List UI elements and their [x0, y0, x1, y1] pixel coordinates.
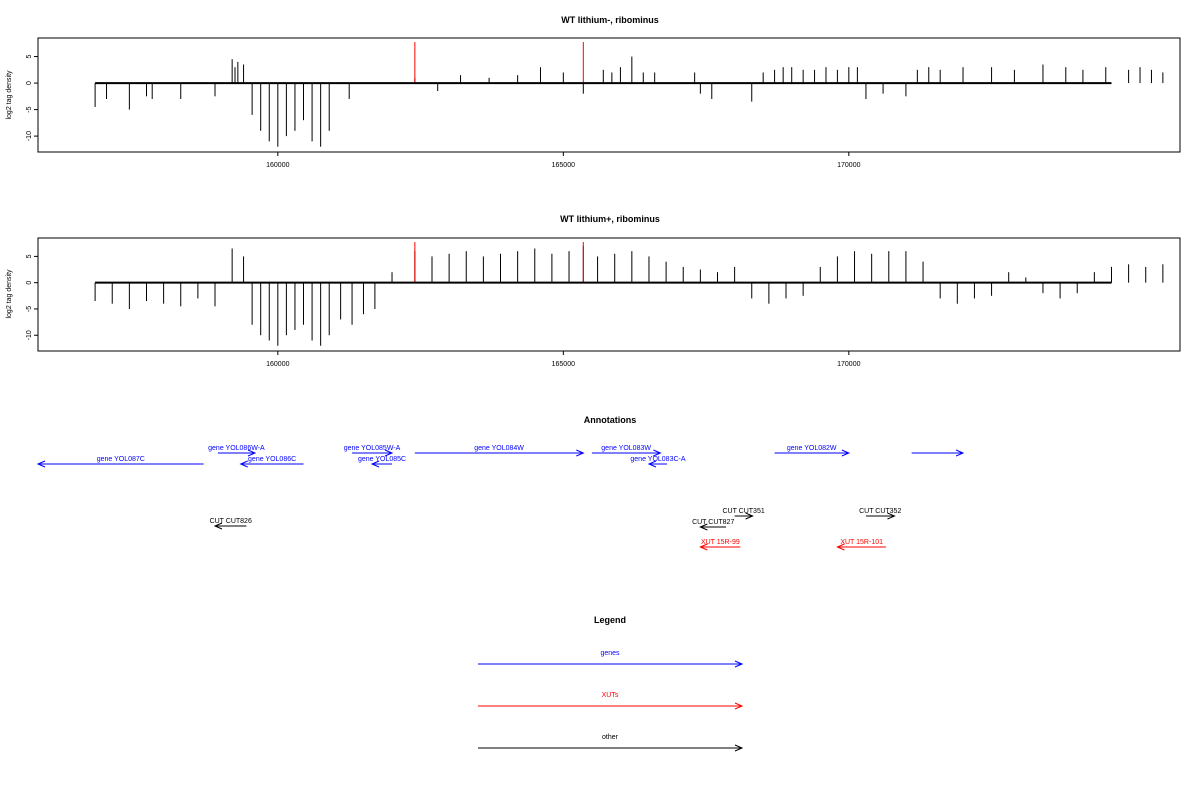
coverage-panel-lithium-minus: WT lithium-, ribominus log2 tag density … [6, 15, 1181, 169]
legend-title: Legend [594, 615, 626, 625]
feature-genes[interactable]: gene YOL084W [414, 445, 585, 457]
y-tick-label: -5 [26, 306, 33, 312]
feature-genes[interactable]: gene YOL085C [358, 456, 406, 468]
feature-XUTs[interactable]: XUT 15R-101 [836, 539, 886, 551]
arrow-head [239, 460, 248, 468]
arrow-head [384, 449, 394, 457]
feature-genes[interactable]: gene YOL085W-A [344, 445, 401, 457]
arrow-head [213, 522, 223, 530]
x-axis: 160000 165000 170000 [266, 351, 861, 368]
y-tick-label: 5 [26, 254, 33, 258]
feature-genes[interactable]: gene YOL083C-A [630, 456, 686, 468]
legend-items: genes XUTs other [478, 650, 744, 752]
panel-title: WT lithium-, ribominus [561, 15, 659, 25]
region-markers [414, 242, 584, 283]
legend: Legend genes XUTs other [478, 615, 744, 752]
feature-genes[interactable]: gene YOL086W-A [208, 445, 265, 457]
region-markers [414, 42, 584, 84]
feature-label: gene YOL083W [601, 445, 651, 452]
y-axis-label: log2 tag density [6, 70, 13, 120]
annotations-title: Annotations [584, 415, 637, 425]
x-tick-label: 165000 [552, 361, 575, 368]
feature-XUTs[interactable]: XUT 15R-99 [699, 539, 741, 551]
arrow-head [734, 744, 744, 752]
arrow-head [836, 543, 845, 551]
feature-label: CUT CUT351 [722, 508, 764, 515]
legend-item-genes: genes [478, 650, 744, 668]
feature-label: CUT CUT826 [210, 518, 252, 525]
feature-label: gene YOL087C [97, 456, 145, 463]
feature-label: CUT CUT827 [692, 519, 734, 526]
y-axis: -10 -5 0 5 [26, 55, 38, 141]
feature-label: gene YOL082W [787, 445, 837, 452]
y-tick-label: 0 [26, 281, 33, 285]
arrow-head [955, 449, 965, 457]
arrow-head [576, 449, 585, 457]
legend-item-xuts: XUTs [478, 692, 744, 710]
feature-genes[interactable]: gene YOL086C [239, 456, 304, 468]
coverage-panel-lithium-plus: WT lithium+, ribominus log2 tag density … [6, 214, 1181, 368]
feature-label: gene YOL083C-A [630, 456, 685, 463]
feature-genes[interactable]: gene YOL083W [591, 445, 662, 457]
coverage-bars [94, 56, 1164, 147]
y-tick-label: 5 [26, 55, 33, 59]
arrow-head [36, 460, 46, 468]
arrow-head [734, 702, 744, 710]
arrow-head [887, 512, 896, 520]
feature-genes[interactable]: gene YOL082W [774, 445, 851, 457]
y-axis-label: log2 tag density [6, 269, 13, 319]
y-tick-label: 0 [26, 81, 33, 85]
legend-label: genes [600, 650, 620, 657]
x-tick-label: 160000 [266, 361, 289, 368]
arrow-head [247, 449, 257, 457]
arrow-head [699, 523, 708, 531]
arrow-head [734, 660, 744, 668]
legend-item-other: other [478, 734, 744, 752]
plot-frame [37, 37, 1181, 153]
feature-genes[interactable] [911, 449, 965, 457]
x-tick-label: 170000 [837, 361, 860, 368]
arrow-head [841, 449, 851, 457]
y-tick-label: -5 [26, 106, 33, 112]
y-axis: -10 -5 0 5 [26, 254, 38, 340]
legend-label: other [602, 734, 619, 741]
feature-label: XUT 15R-99 [701, 539, 740, 546]
feature-label: CUT CUT352 [859, 508, 901, 515]
feature-label: XUT 15R-101 [840, 539, 883, 546]
feature-label: gene YOL084W [474, 445, 524, 452]
feature-other[interactable]: CUT CUT352 [859, 508, 901, 520]
x-tick-label: 170000 [837, 162, 860, 169]
y-tick-label: -10 [26, 330, 33, 340]
arrow-head [370, 460, 380, 468]
x-axis: 160000 165000 170000 [266, 152, 861, 169]
x-tick-label: 165000 [552, 162, 575, 169]
arrow-head [647, 460, 657, 468]
feature-genes[interactable]: gene YOL087C [36, 456, 204, 468]
x-tick-label: 160000 [266, 162, 289, 169]
legend-label: XUTs [602, 692, 619, 699]
feature-other[interactable]: CUT CUT826 [210, 518, 252, 530]
feature-label: gene YOL086C [248, 456, 296, 463]
feature-other[interactable]: CUT CUT351 [722, 508, 765, 520]
feature-other[interactable]: CUT CUT827 [692, 519, 734, 531]
feature-list: gene YOL087C gene YOL086W-A gene YOL086C ge… [36, 445, 965, 551]
panel-title: WT lithium+, ribominus [560, 214, 660, 224]
arrow-head [699, 543, 708, 551]
coverage-bars [94, 245, 1164, 346]
feature-label: gene YOL085W-A [344, 445, 401, 452]
arrow-head [745, 512, 754, 520]
feature-label: gene YOL086W-A [208, 445, 265, 452]
y-tick-label: -10 [26, 131, 33, 141]
feature-label: gene YOL085C [358, 456, 406, 463]
plot-frame [37, 237, 1181, 352]
arrow-head [653, 449, 662, 457]
